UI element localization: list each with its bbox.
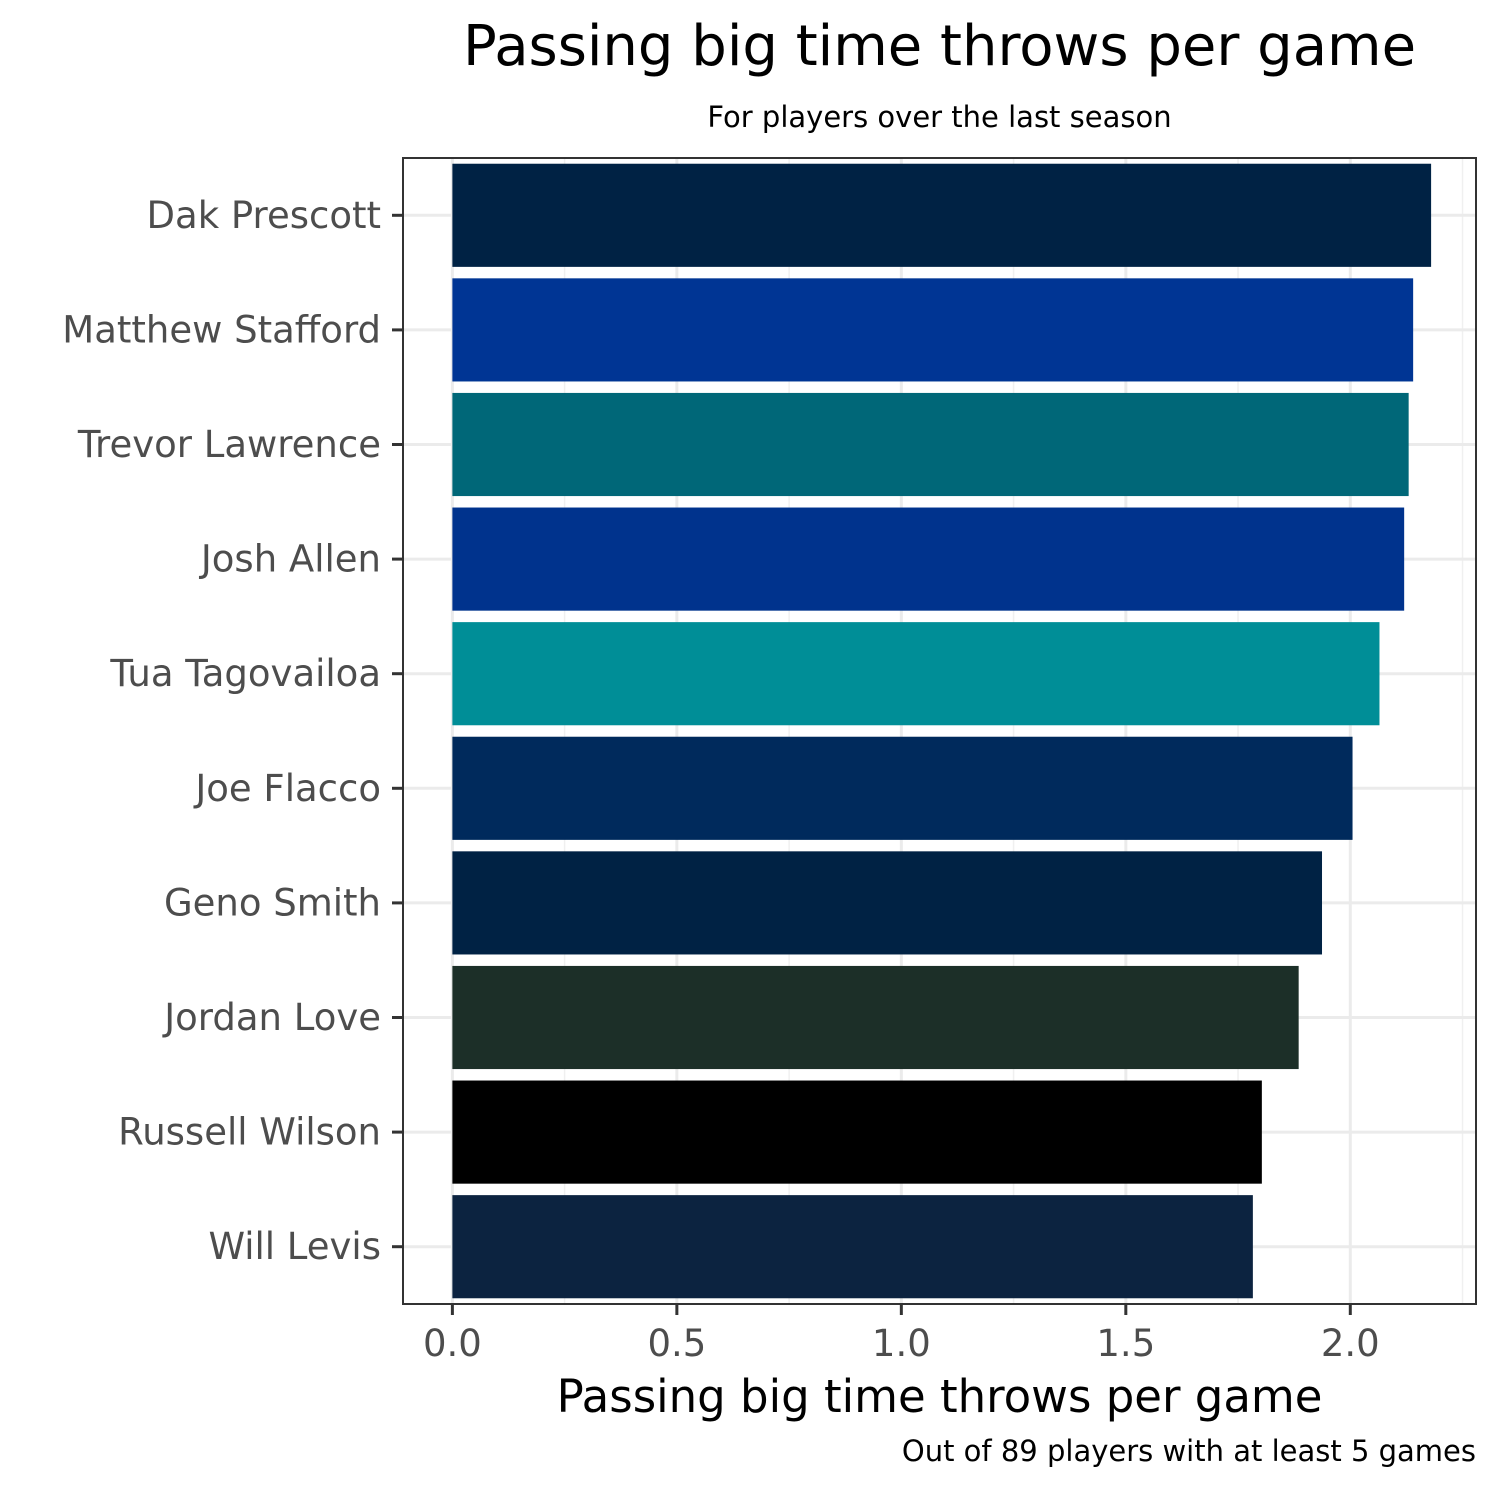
y-tick-label: Will Levis xyxy=(208,1225,381,1268)
x-tick-label: 0.5 xyxy=(647,1322,706,1365)
bar-matthew-stafford xyxy=(452,278,1414,382)
x-tick-label: 2.0 xyxy=(1321,1322,1380,1365)
y-tick-label: Tua Tagovailoa xyxy=(109,652,381,695)
bar-tua-tagovailoa xyxy=(452,622,1380,726)
bar-russell-wilson xyxy=(452,1080,1262,1184)
y-tick-label: Dak Prescott xyxy=(147,194,381,237)
chart-subtitle: For players over the last season xyxy=(707,100,1172,134)
x-tick-label: 1.5 xyxy=(1096,1322,1155,1365)
x-tick-label: 0.0 xyxy=(423,1322,482,1365)
y-tick-label: Russell Wilson xyxy=(118,1111,381,1154)
y-tick-label: Joe Flacco xyxy=(193,767,381,810)
x-tick-label: 1.0 xyxy=(872,1322,931,1365)
y-tick-label: Jordan Love xyxy=(162,996,381,1039)
bar-josh-allen xyxy=(452,507,1405,611)
chart-caption: Out of 89 players with at least 5 games xyxy=(901,1434,1476,1468)
y-tick-label: Geno Smith xyxy=(164,881,381,924)
panel-border xyxy=(402,157,1477,1305)
bar-joe-flacco xyxy=(452,736,1353,840)
bar-will-levis xyxy=(452,1195,1253,1299)
x-axis-label: Passing big time throws per game xyxy=(556,1370,1323,1423)
chart-title: Passing big time throws per game xyxy=(462,14,1417,79)
y-tick-label: Josh Allen xyxy=(199,538,381,581)
y-tick-label: Matthew Stafford xyxy=(62,308,381,351)
bar-geno-smith xyxy=(452,851,1323,955)
bar-jordan-love xyxy=(452,965,1299,1070)
bar-trevor-lawrence xyxy=(452,392,1409,497)
bar-dak-prescott xyxy=(452,163,1432,267)
y-tick-label: Trevor Lawrence xyxy=(77,423,381,466)
